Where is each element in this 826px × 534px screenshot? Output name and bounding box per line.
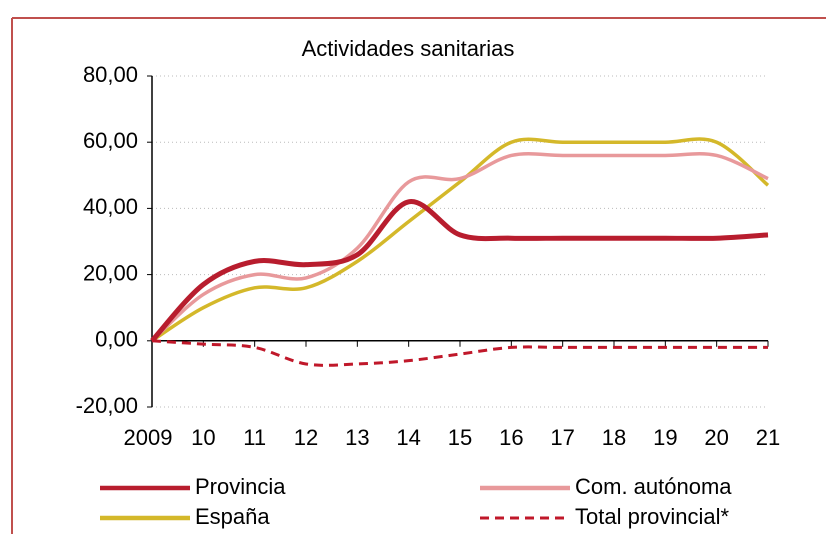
y-tick-label: 80,00 [83,62,138,87]
x-tick-label: 16 [499,425,523,450]
x-tick-label: 20 [704,425,728,450]
x-tick-label: 11 [243,425,266,450]
y-tick-label: 20,00 [83,260,138,285]
chart-title: Actividades sanitarias [302,36,515,61]
series-line [150,199,769,343]
x-tick-label: 15 [448,425,472,450]
legend-label: Provincia [195,474,286,499]
x-tick-label: 18 [602,425,626,450]
legend-label: España [195,504,270,529]
series-line [151,137,770,343]
x-tick-label: 19 [653,425,677,450]
x-tick-label: 17 [550,425,574,450]
legend-label: Com. autónoma [575,474,732,499]
x-tick-label: 10 [191,425,215,450]
x-tick-label: 2009 [124,425,173,450]
x-tick-label: 21 [756,425,780,450]
x-tick-label: 13 [345,425,369,450]
x-tick-label: 12 [294,425,318,450]
y-tick-label: -20,00 [76,393,138,418]
legend-label: Total provincial* [575,504,730,529]
series-line [151,339,768,367]
series-line [150,151,769,343]
y-tick-label: 0,00 [95,327,138,352]
x-tick-label: 14 [396,425,420,450]
y-tick-label: 40,00 [83,194,138,219]
y-tick-label: 60,00 [83,128,138,153]
